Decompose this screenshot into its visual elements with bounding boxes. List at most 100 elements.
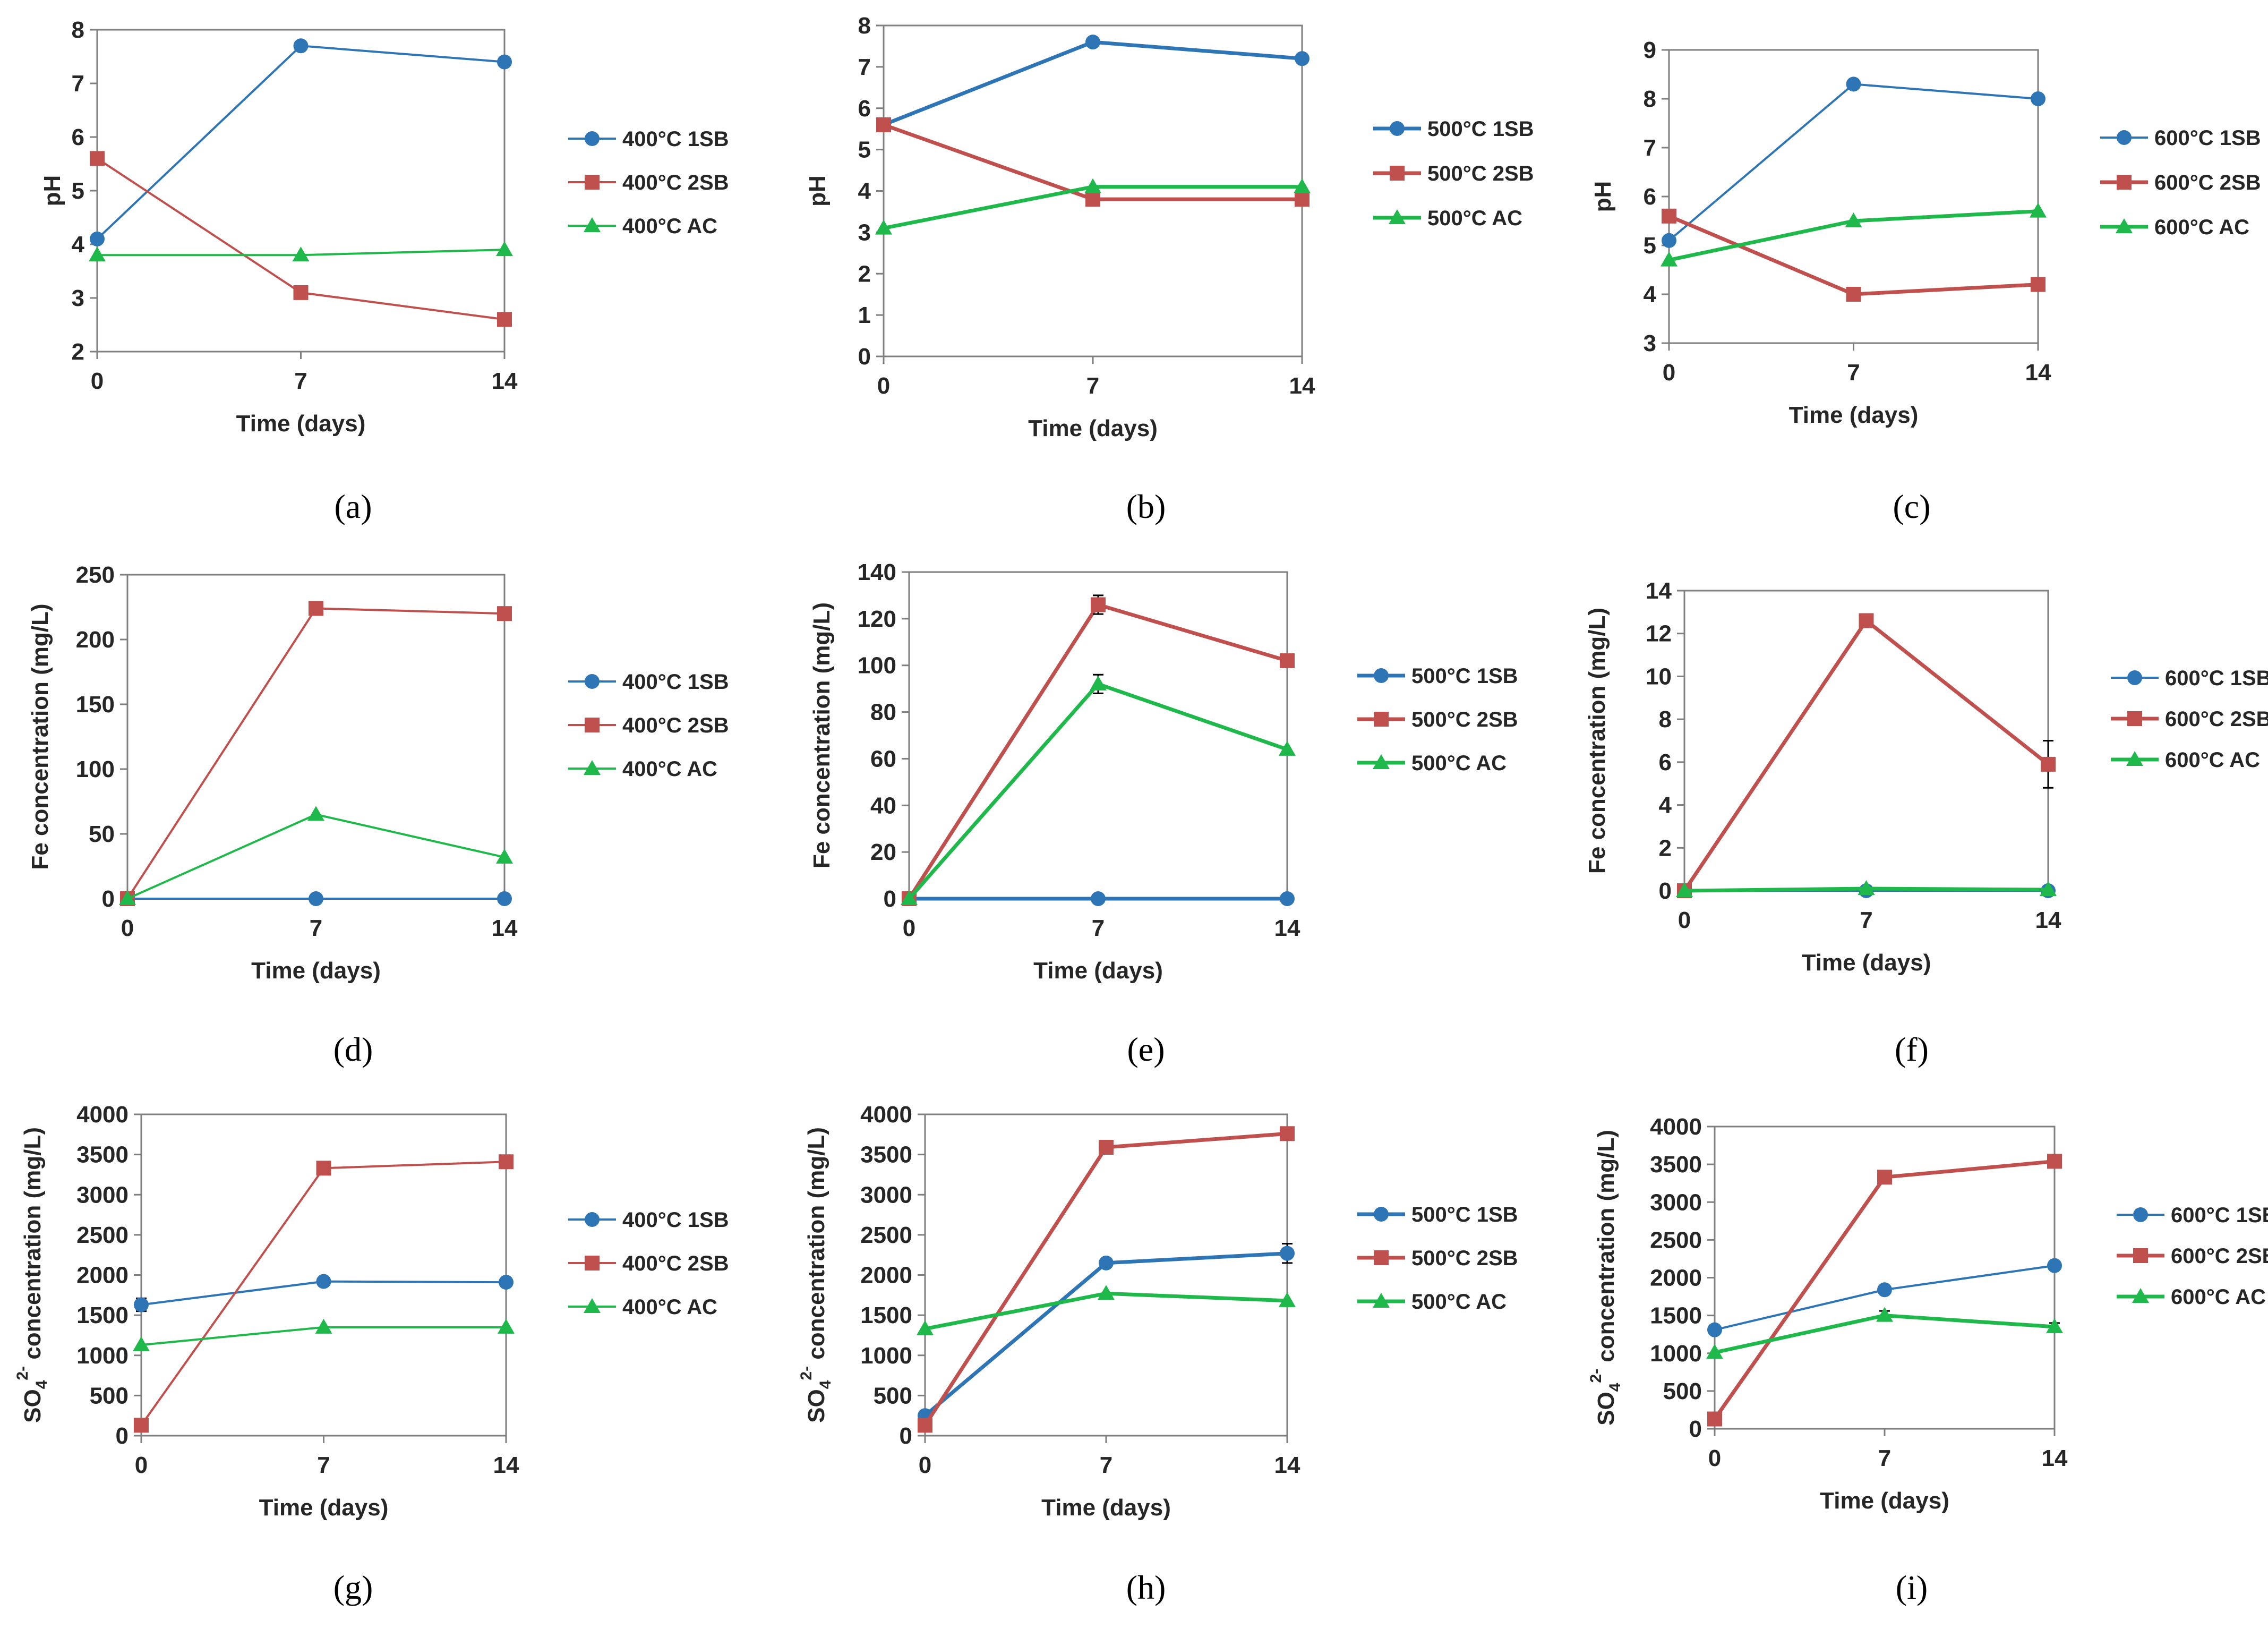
- x-tick-label: 14: [1274, 1452, 1300, 1478]
- data-point: [1661, 251, 1678, 267]
- y-tick-label: 0: [884, 886, 896, 912]
- data-point: [292, 246, 310, 262]
- legend-entry-2SB: 400°C 2SB: [568, 714, 729, 737]
- series-AC: [89, 241, 513, 262]
- series-line: [140, 1161, 507, 1426]
- legend-swatch-marker: [584, 760, 601, 775]
- y-tick-label: 200: [76, 627, 115, 653]
- y-tick-label: 12: [1646, 621, 1672, 647]
- series-AC: [133, 1318, 515, 1352]
- data-point: [119, 890, 136, 905]
- series-1SB: [876, 35, 1310, 132]
- y-axis-title: Fe concentration (mg/L): [27, 603, 53, 869]
- panel-label: (a): [334, 488, 372, 525]
- series-line: [923, 1131, 1288, 1427]
- y-tick-label: 6: [1644, 184, 1656, 210]
- legend-entry-AC: 400°C AC: [568, 215, 717, 238]
- legend-label: 500°C 1SB: [1411, 1203, 1518, 1226]
- y-tick-label: 4000: [1650, 1114, 1702, 1140]
- y-tick-label: 2: [72, 339, 84, 365]
- data-point: [876, 117, 891, 132]
- y-tick-label: 10: [1646, 663, 1672, 689]
- x-tick-label: 14: [1274, 915, 1300, 941]
- x-tick-label: 0: [135, 1452, 148, 1478]
- legend-label: 500°C AC: [1411, 1290, 1507, 1314]
- data-point: [1846, 76, 1861, 92]
- series-AC: [875, 178, 1311, 235]
- series-2SB: [90, 151, 512, 327]
- data-point: [1090, 675, 1107, 690]
- legend-swatch-marker: [1374, 1250, 1389, 1265]
- data-point: [918, 1418, 932, 1433]
- x-tick-label: 7: [317, 1452, 330, 1478]
- legend-label: 400°C AC: [622, 215, 717, 238]
- data-point: [1280, 891, 1295, 906]
- legend-label: 600°C 1SB: [2171, 1204, 2268, 1227]
- y-tick-label: 7: [72, 71, 84, 97]
- x-tick-label: 0: [877, 373, 890, 399]
- y-tick-label: 3000: [1650, 1189, 1702, 1215]
- data-point: [1662, 208, 1676, 224]
- legend-entry-1SB: 600°C 1SB: [2117, 1204, 2268, 1227]
- y-tick-label: 9: [1644, 37, 1656, 63]
- data-point: [2031, 91, 2046, 106]
- x-tick-label: 0: [1678, 907, 1691, 933]
- data-point: [309, 601, 323, 616]
- data-point: [134, 1418, 149, 1433]
- data-point: [293, 285, 309, 300]
- data-point: [496, 848, 513, 864]
- data-point: [1294, 178, 1311, 193]
- series-line: [126, 607, 505, 900]
- data-point: [1707, 1411, 1722, 1427]
- data-point: [133, 1336, 150, 1352]
- data-point: [1280, 653, 1295, 668]
- legend-entry-AC: 600°C AC: [2100, 216, 2249, 239]
- series-AC: [917, 1285, 1296, 1335]
- legend-swatch-marker: [2126, 751, 2143, 766]
- legend-label: 600°C 2SB: [2154, 171, 2261, 194]
- y-tick-label: 0: [102, 886, 115, 912]
- legend-entry-1SB: 400°C 1SB: [568, 127, 729, 151]
- y-tick-label: 100: [858, 653, 896, 679]
- x-tick-label: 7: [294, 368, 307, 394]
- y-tick-label: 2500: [76, 1222, 129, 1248]
- series-1SB: [902, 891, 1295, 906]
- legend-label: 500°C 2SB: [1411, 708, 1518, 731]
- y-tick-label: 2: [858, 261, 871, 287]
- legend-label: 500°C AC: [1411, 752, 1507, 775]
- legend-label: 500°C 1SB: [1411, 664, 1518, 688]
- series-1SB: [134, 1274, 513, 1312]
- data-point: [309, 891, 323, 906]
- series-1SB: [1662, 76, 2046, 248]
- data-point: [1085, 35, 1100, 50]
- series-AC: [1676, 880, 2057, 897]
- y-tick-label: 1000: [76, 1343, 129, 1369]
- plot-area-frame: [96, 29, 506, 353]
- legend-entry-2SB: 500°C 2SB: [1373, 162, 1534, 185]
- y-tick-label: 4: [858, 178, 871, 204]
- y-tick-label: 2: [1659, 835, 1672, 861]
- x-tick-label: 14: [493, 1452, 519, 1478]
- y-tick-label: 140: [858, 559, 896, 585]
- data-point: [497, 312, 512, 327]
- y-tick-label: 8: [1644, 86, 1656, 112]
- legend-entry-1SB: 500°C 1SB: [1357, 1203, 1518, 1226]
- data-point: [497, 54, 512, 70]
- x-axis-title: Time (days): [1041, 1495, 1171, 1521]
- legend-swatch-marker: [584, 217, 601, 232]
- data-point: [1876, 1307, 1893, 1322]
- y-axis-title: SO42- concentration (mg/L): [1587, 1130, 1624, 1426]
- x-axis-title: Time (days): [259, 1495, 389, 1521]
- legend-label: 400°C AC: [622, 757, 717, 781]
- data-point: [1279, 1292, 1296, 1307]
- y-tick-label: 4: [72, 232, 85, 258]
- legend-swatch-marker: [1389, 209, 1406, 224]
- y-axis-title: pH: [39, 175, 65, 207]
- legend-entry-AC: 500°C AC: [1357, 752, 1507, 775]
- x-tick-label: 7: [1878, 1445, 1891, 1471]
- panel-label: (c): [1893, 488, 1930, 525]
- data-point: [2047, 1154, 2062, 1169]
- legend-entry-2SB: 400°C 2SB: [568, 171, 729, 194]
- series-AC: [901, 673, 1296, 905]
- x-tick-label: 7: [1092, 915, 1105, 941]
